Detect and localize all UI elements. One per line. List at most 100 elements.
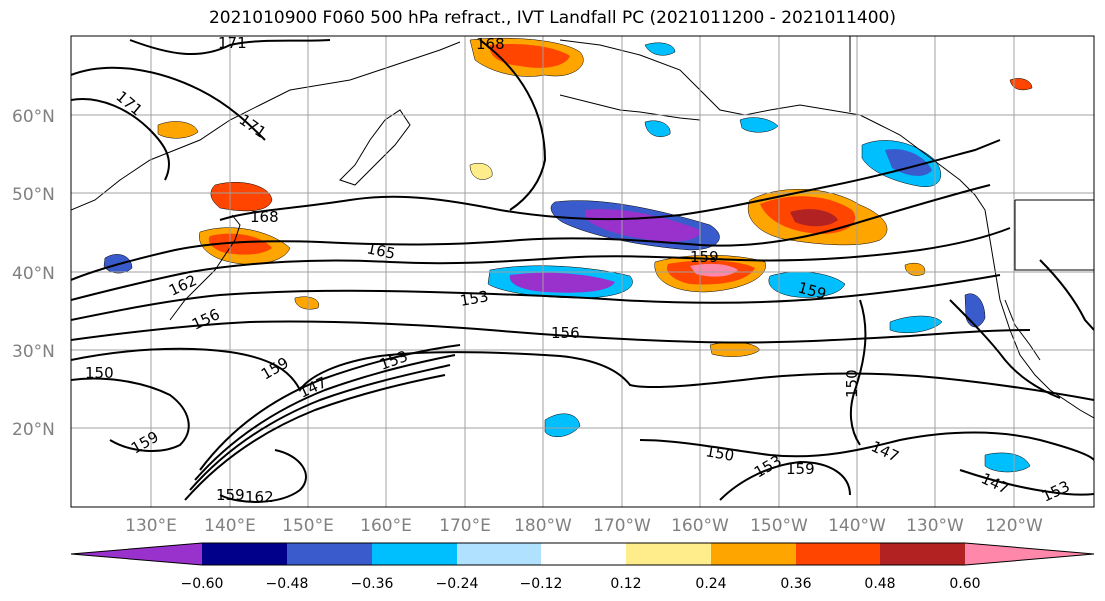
contour-label: 150 — [704, 442, 735, 465]
positive-anomaly-east-asia-1 — [210, 182, 273, 212]
coastline-alaska — [559, 39, 986, 211]
colorbar-tick-label: −0.24 — [436, 576, 479, 592]
contour-label: 165 — [365, 239, 397, 263]
colorbar-cell — [626, 543, 711, 565]
coastline-japan — [169, 214, 241, 321]
contour-label: 156 — [551, 324, 580, 342]
lat-tick-label: 50°N — [12, 185, 55, 205]
colorbar-cell — [372, 543, 457, 565]
lon-tick-label: 130°W — [906, 516, 964, 536]
contour-line — [849, 299, 867, 446]
colorbar-tick-label: 0.60 — [949, 576, 980, 592]
coastline-asia — [71, 41, 461, 211]
lon-tick-label: 180°W — [514, 516, 572, 536]
contour-label: 171 — [218, 34, 247, 52]
lat-tick-label: 30°N — [12, 342, 55, 362]
colorbar-outline — [70, 542, 1095, 566]
map-title: 2021010900 F060 500 hPa refract., IVT La… — [208, 8, 896, 28]
contour-label: 159 — [786, 460, 815, 478]
colorbar: −0.60 −0.48 −0.36 −0.24 −0.12 0.12 0.24 … — [70, 542, 1095, 592]
shading-layer — [103, 37, 1033, 473]
colorbar-tick-label: 0.12 — [610, 576, 641, 592]
lon-tick-label: 130°E — [125, 516, 177, 536]
colorbar-cell — [796, 543, 880, 565]
colorbar-cell — [202, 543, 287, 565]
colorbar-cell — [541, 543, 626, 565]
lat-tick-label: 60°N — [12, 107, 55, 127]
colorbar-tick-label: 0.36 — [780, 576, 811, 592]
colorbar-tick-label: −0.60 — [181, 576, 224, 592]
lat-tick-label: 20°N — [12, 420, 55, 440]
lon-tick-label: 120°W — [985, 516, 1043, 536]
contour-line — [71, 320, 1031, 344]
lat-tick-label: 40°N — [12, 264, 55, 284]
colorbar-cell — [711, 543, 796, 565]
contour-line — [199, 344, 461, 471]
contour-line — [949, 299, 1061, 399]
lon-tick-label: 170°E — [439, 516, 491, 536]
colorbar-cell — [457, 543, 541, 565]
lon-tick-label: 160°W — [671, 516, 729, 536]
colorbar-tick-label: −0.48 — [266, 576, 309, 592]
contour-line — [71, 347, 1094, 401]
contour-line — [639, 431, 1094, 461]
negative-anomaly-central-pacific-2-core — [509, 272, 615, 293]
contour-line — [1039, 259, 1094, 331]
colorbar-tick-label: 0.24 — [695, 576, 726, 592]
contour-line — [71, 184, 991, 281]
coastline-canada-border — [849, 36, 1094, 271]
contour-label: 150 — [85, 364, 114, 382]
colorbar-cell — [287, 543, 372, 565]
contour-label: 150 — [843, 369, 861, 398]
contour-line — [189, 364, 451, 491]
map-frame — [70, 35, 1095, 508]
lon-tick-label: 140°E — [204, 516, 256, 536]
contour-line — [219, 139, 1001, 221]
positive-anomaly-east-asia-2-core — [208, 233, 272, 255]
negative-anomaly-aleutian — [739, 117, 779, 133]
contour-line — [184, 374, 446, 501]
contour-line — [479, 39, 547, 211]
contour-lines — [71, 39, 1094, 503]
map-area: 171 171 171 168 168 165 162 156 153 156 … — [71, 34, 1094, 507]
lat-tick-labels: 20°N 30°N 40°N 50°N 60°N — [12, 107, 55, 440]
positive-anomaly-bering-core — [489, 44, 570, 68]
contour-label: 153 — [459, 287, 490, 310]
contour-line — [71, 66, 266, 141]
contour-line — [71, 98, 170, 181]
lon-tick-label: 140°W — [828, 516, 886, 536]
lon-tick-label: 150°E — [282, 516, 334, 536]
contour-label: 159 — [216, 486, 245, 504]
positive-anomaly-west-small — [294, 296, 320, 310]
contour-line — [959, 469, 1094, 496]
negative-anomaly-alaska-north — [644, 120, 671, 137]
positive-anomaly-ne-pacific-inner — [790, 209, 838, 227]
positive-anomaly-subtropical-inner — [690, 263, 738, 277]
negative-anomaly-gulf-of-alaska-core — [885, 149, 932, 176]
positive-anomaly-kamchatka — [157, 121, 199, 139]
positive-anomaly-north-small — [469, 162, 493, 180]
coastlines — [71, 36, 1094, 419]
contour-line — [219, 449, 307, 503]
lon-tick-label: 170°W — [593, 516, 651, 536]
lon-tick-label: 160°E — [360, 516, 412, 536]
negative-anomaly-east-tropics — [889, 315, 943, 333]
gridlines — [71, 36, 1094, 507]
contour-line — [719, 460, 851, 501]
colorbar-tick-label: 0.48 — [864, 576, 895, 592]
colorbar-tick-label: −0.12 — [520, 576, 563, 592]
contour-label: 168 — [476, 35, 505, 53]
contour-label: 159 — [690, 248, 719, 266]
colorbar-cell — [965, 543, 1094, 565]
negative-anomaly-bering-east — [644, 42, 676, 56]
coastline-north-america — [984, 209, 1094, 419]
negative-anomaly-southeast — [984, 452, 1031, 473]
contour-line — [71, 274, 1001, 321]
coastline-kamchatka — [339, 109, 411, 186]
colorbar-cell — [880, 543, 965, 565]
contour-line — [129, 39, 331, 55]
lon-tick-labels: 130°E 140°E 150°E 160°E 170°E 180°W 170°… — [125, 516, 1043, 536]
coastline-baja — [1004, 299, 1041, 361]
contour-line — [71, 377, 190, 452]
